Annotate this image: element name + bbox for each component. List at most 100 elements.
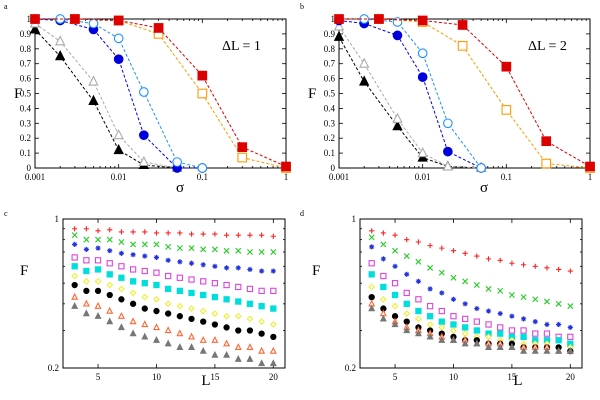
data-point: [269, 321, 277, 328]
data-point: [247, 266, 253, 273]
data-point: [141, 267, 148, 275]
data-point: [211, 280, 219, 287]
data-point: [94, 277, 102, 285]
data-point: [497, 257, 503, 263]
x-tick-label: 0.1: [197, 172, 208, 182]
data-point: [476, 163, 486, 173]
data-point: [118, 250, 125, 256]
data-point: [54, 35, 66, 46]
data-point: [439, 290, 445, 296]
data-point: [556, 321, 562, 328]
panel-a-annotation: ΔL = 1: [222, 39, 261, 54]
data-point: [188, 305, 195, 312]
data-point: [461, 339, 469, 347]
data-point: [392, 112, 403, 123]
data-point: [200, 231, 206, 237]
x-tick-label: 10: [449, 372, 459, 382]
panel-c-label: c: [4, 209, 8, 218]
data-point: [450, 296, 457, 302]
data-point: [380, 230, 386, 236]
y-tick-label: 0.5: [324, 89, 336, 99]
data-point: [212, 263, 218, 269]
data-point: [426, 303, 434, 310]
data-point: [118, 274, 125, 281]
data-point: [141, 280, 148, 287]
data-point: [497, 324, 504, 331]
data-point: [29, 23, 41, 34]
data-point: [450, 313, 457, 320]
x-tick-label: 1: [588, 172, 593, 182]
data-point: [380, 283, 387, 291]
data-point: [246, 249, 253, 256]
data-point: [415, 296, 422, 303]
data-point: [71, 292, 79, 300]
data-point: [71, 281, 78, 289]
data-point: [113, 54, 124, 65]
data-point: [223, 296, 230, 303]
data-point: [139, 87, 149, 97]
data-point: [95, 228, 101, 234]
data-point: [176, 302, 184, 310]
data-point: [142, 229, 148, 235]
data-point: [259, 268, 265, 274]
data-point: [247, 232, 253, 238]
data-point: [153, 254, 160, 261]
data-point: [246, 300, 254, 307]
data-point: [153, 241, 160, 248]
data-point: [368, 304, 376, 312]
data-point: [153, 281, 160, 289]
data-point: [235, 327, 242, 334]
data-point: [54, 50, 66, 61]
data-point: [188, 245, 195, 252]
y-tick-label: 0.9: [20, 29, 32, 39]
y-tick-label: 1: [352, 214, 357, 224]
x-tick-label: 0.001: [25, 172, 45, 182]
data-point: [567, 268, 573, 274]
data-point: [106, 236, 113, 243]
data-point: [485, 343, 493, 350]
data-point: [130, 252, 136, 258]
data-point: [246, 327, 254, 334]
data-point: [438, 324, 446, 331]
data-point: [113, 33, 124, 44]
data-point: [259, 232, 265, 238]
data-point: [415, 258, 422, 265]
y-tick-label: 0.2: [345, 363, 356, 373]
data-point: [532, 263, 538, 269]
data-point: [497, 310, 503, 317]
data-point: [485, 256, 492, 262]
y-tick-label: 1: [27, 14, 32, 24]
data-point: [82, 277, 90, 285]
data-point: [520, 262, 527, 268]
data-point: [165, 257, 171, 263]
data-point: [188, 276, 195, 283]
data-point: [211, 321, 219, 328]
data-point: [380, 272, 387, 280]
data-point: [270, 268, 276, 274]
data-point: [333, 20, 345, 31]
data-point: [199, 336, 207, 343]
data-point: [152, 336, 160, 343]
data-point: [449, 336, 457, 343]
series-line: [34, 23, 178, 169]
data-point: [141, 332, 149, 340]
data-point: [508, 327, 516, 334]
panel-a-ylabel: F: [14, 86, 22, 102]
data-point: [129, 300, 137, 307]
data-point: [532, 296, 539, 303]
series-line: [60, 18, 203, 169]
data-point: [509, 313, 515, 319]
data-point: [509, 260, 515, 266]
data-point: [462, 324, 469, 331]
data-point: [211, 350, 219, 358]
data-point: [177, 259, 183, 265]
data-point: [369, 228, 375, 234]
data-point: [165, 230, 171, 236]
panel-b-ylabel: F: [308, 86, 316, 102]
x-tick-label: 0.01: [415, 172, 431, 182]
data-point: [404, 271, 410, 277]
data-point: [94, 287, 102, 295]
data-point: [113, 15, 124, 26]
data-point: [544, 321, 550, 328]
data-point: [258, 318, 266, 326]
